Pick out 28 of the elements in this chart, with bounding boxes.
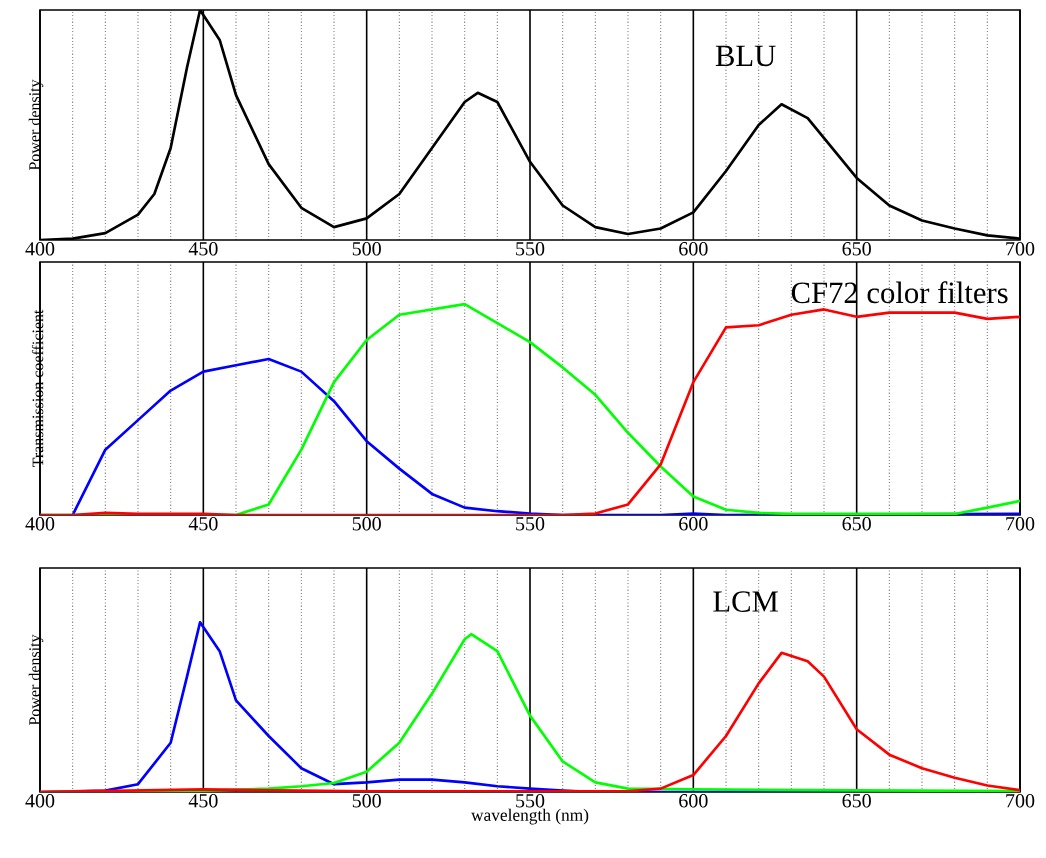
x-tick-label: 450: [188, 242, 218, 256]
x-tick-label: 400: [25, 794, 55, 808]
x-tick-label: 450: [188, 794, 218, 808]
x-tick-label: 700: [1006, 794, 1035, 808]
x-tick-label: 500: [352, 242, 381, 256]
x-tick-label: 550: [516, 517, 545, 531]
x-tick-label: 700: [1006, 242, 1035, 256]
x-tick-label: 450: [188, 517, 218, 531]
text: LCM: [713, 591, 778, 612]
y-axis-title: Power density: [28, 79, 44, 171]
y-axis-title: Power density: [28, 634, 44, 726]
x-tick-label: 500: [352, 517, 381, 531]
x-tick-label: 650: [842, 242, 871, 256]
x-tick-label: 400: [25, 517, 55, 531]
x-tick-label: 600: [679, 794, 708, 808]
y-axis-title: Transmission coefficient: [31, 309, 44, 468]
x-tick-label: 650: [842, 794, 871, 808]
x-tick-label: 550: [516, 242, 545, 256]
x-tick-label: 650: [842, 517, 871, 531]
x-tick-label: 400: [25, 242, 55, 256]
x-tick-label: 700: [1006, 517, 1035, 531]
x-tick-label: 600: [679, 517, 708, 531]
text: CF72 color filters: [791, 281, 1008, 304]
x-tick-label: 500: [352, 794, 381, 808]
x-tick-label: 600: [679, 242, 708, 256]
x-axis-title: wavelength (nm): [471, 808, 589, 825]
annotation: BLU: [715, 45, 776, 67]
x-tick-label: 550: [516, 794, 545, 808]
